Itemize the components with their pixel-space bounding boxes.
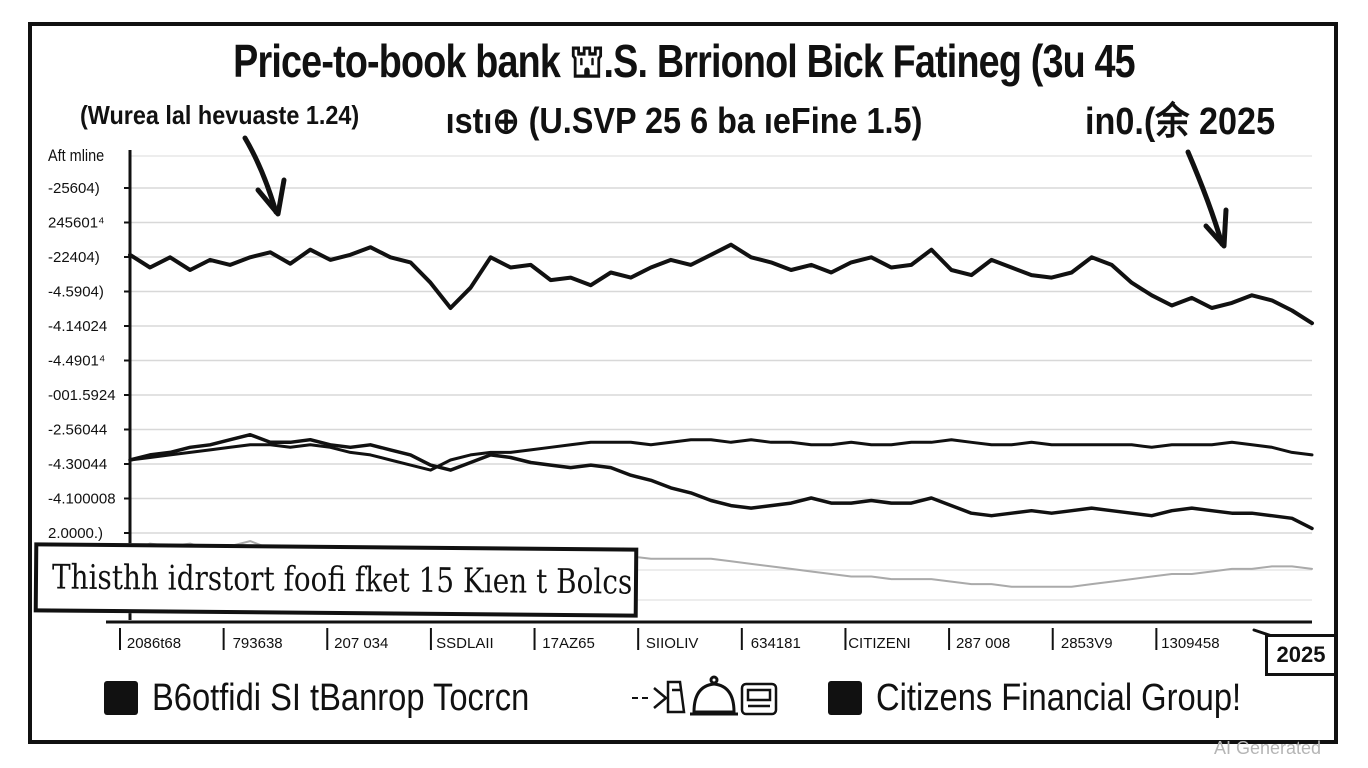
year-badge: 2025 (1265, 634, 1337, 676)
axes (106, 150, 1312, 650)
y-tick-label: 2.0000.) (48, 525, 103, 542)
x-tick-label: 2086t68 (127, 635, 181, 652)
x-tick-label: CITIZENI (848, 635, 911, 652)
y-tick-label: -4.4901⁴ (48, 353, 105, 370)
y-tick-label: -25604) (48, 180, 100, 197)
register-icon (740, 682, 778, 716)
left-arrow-head (255, 177, 287, 217)
right-annotation-arrow (1185, 149, 1225, 247)
x-tick-label: 2853V9 (1061, 635, 1113, 652)
x-tick-label: 1309458 (1161, 635, 1219, 652)
right-arrow-head (1203, 207, 1229, 249)
legend-swatch-1 (104, 681, 138, 715)
right-annotation: in0.(余 2025 (1085, 101, 1276, 143)
bank-icons (632, 675, 778, 716)
left-annotation: (Wurea lal hevuaste 1.24) (80, 100, 360, 130)
series-lines (128, 242, 1314, 588)
legend-item-1: B6otfidi SI tBanrop Tocrcn (104, 676, 591, 720)
series-line-1 (128, 242, 1314, 326)
series-line-3 (128, 438, 1314, 472)
y-tick-label: -001.5924 (48, 387, 116, 404)
x-tick-label: 17AZ65 (542, 635, 595, 652)
lamp-icon (653, 680, 686, 714)
y-tick-label: -4.5904) (48, 284, 104, 301)
x-tick-label: 207 034 (334, 635, 388, 652)
legend-item-2: Citizens Financial Group! (828, 676, 1301, 720)
grid-lines (130, 155, 1312, 601)
legend-label-2: Citizens Financial Group! (876, 676, 1242, 719)
chart-title: Price-to-book bank ⛫.S. Brrionol Bick Fa… (233, 35, 1135, 87)
y-tick-label: 245601⁴ (48, 215, 105, 232)
x-tick-label: 634181 (751, 635, 801, 652)
note-box-text: Thisthh idrstort foofi fket 15 Kıen t Bo… (51, 557, 633, 603)
note-box: Thisthh idrstort foofi fket 15 Kıen t Bo… (33, 542, 639, 618)
y-tick-label: -4.100008 (48, 491, 116, 508)
left-annotation-arrow (242, 135, 279, 215)
annotation-arrows (242, 135, 1274, 638)
y-tick-labels: -25604) 245601⁴ -22404) -4.5904) -4.14024 -4.… (48, 180, 116, 542)
x-tick-labels: 2086t68 793638 207 034 SSDLAII 17AZ65 SIIOLIV… (127, 635, 1220, 652)
y-tick-label: -4.30044 (48, 456, 107, 473)
y-tick-label: -2.56044 (48, 422, 107, 439)
y-tick-label: -22404) (48, 249, 100, 266)
watermark: AI Generated (1214, 738, 1322, 758)
y-tick-label: -4.14024 (48, 318, 107, 335)
x-tick-label: SIIOLIV (646, 635, 699, 652)
legend-label-1: B6otfidi SI tBanrop Tocrcn (152, 676, 530, 719)
chart-subtitle: ıstı⊕ (U.SVP 25 6 ba ıeFine 1.5) (445, 100, 923, 141)
x-tick-label: 287 008 (956, 635, 1010, 652)
series-line-2 (128, 432, 1314, 531)
legend-swatch-2 (828, 681, 862, 715)
x-tick-label: SSDLAII (436, 635, 494, 652)
x-tick-label: 793638 (233, 635, 283, 652)
y-axis-label: Aft mline (48, 146, 105, 165)
bell-icon (690, 675, 738, 716)
